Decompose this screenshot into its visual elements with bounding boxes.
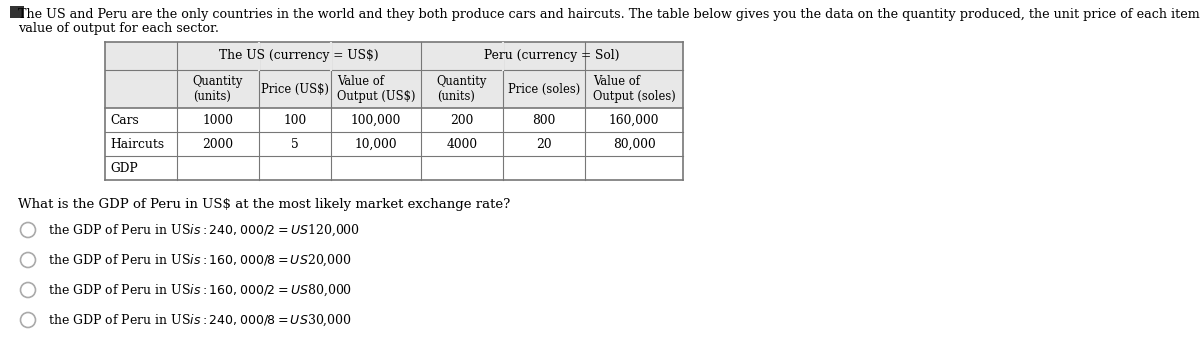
Text: the GDP of Peru in US$ is: 160,000/2=US$80,000: the GDP of Peru in US$ is: 160,000/2=US$… <box>48 282 352 298</box>
Text: What is the GDP of Peru in US$ at the most likely market exchange rate?: What is the GDP of Peru in US$ at the mo… <box>18 198 510 211</box>
Text: the GDP of Peru in US$ is: 160,000/8=US$20,000: the GDP of Peru in US$ is: 160,000/8=US$… <box>48 252 352 268</box>
Text: 20: 20 <box>536 138 552 151</box>
Text: 160,000: 160,000 <box>608 113 659 126</box>
Text: 200: 200 <box>450 113 474 126</box>
Text: Value of
Output (soles): Value of Output (soles) <box>593 75 676 103</box>
Text: value of output for each sector.: value of output for each sector. <box>18 22 220 35</box>
Text: the GDP of Peru in US$ is: 240,000/8=US$30,000: the GDP of Peru in US$ is: 240,000/8=US$… <box>48 312 352 328</box>
Text: 2000: 2000 <box>203 138 234 151</box>
Text: 80,000: 80,000 <box>613 138 655 151</box>
Text: 100,000: 100,000 <box>350 113 401 126</box>
Text: the GDP of Peru in US$ is: 240,000/2=US$120,000: the GDP of Peru in US$ is: 240,000/2=US$… <box>48 222 360 238</box>
Text: 10,000: 10,000 <box>355 138 397 151</box>
Text: Quantity
(units): Quantity (units) <box>193 75 244 103</box>
Text: 1000: 1000 <box>203 113 234 126</box>
Text: Value of
Output (US$): Value of Output (US$) <box>337 75 415 103</box>
Text: 4000: 4000 <box>446 138 478 151</box>
Text: Cars: Cars <box>110 113 139 126</box>
Text: 5: 5 <box>292 138 299 151</box>
Text: Quantity
(units): Quantity (units) <box>437 75 487 103</box>
Bar <box>106 42 683 70</box>
Text: The US and Peru are the only countries in the world and they both produce cars a: The US and Peru are the only countries i… <box>18 8 1200 21</box>
Text: 800: 800 <box>533 113 556 126</box>
Bar <box>10 6 24 18</box>
Text: Peru (currency = Sol): Peru (currency = Sol) <box>485 50 619 63</box>
Text: The US (currency = US$): The US (currency = US$) <box>220 50 379 63</box>
Text: GDP: GDP <box>110 162 138 175</box>
Text: Haircuts: Haircuts <box>110 138 164 151</box>
Text: Price (soles): Price (soles) <box>508 82 580 95</box>
Bar <box>106 70 683 108</box>
Text: 100: 100 <box>283 113 307 126</box>
Text: Price (US$): Price (US$) <box>262 82 329 95</box>
